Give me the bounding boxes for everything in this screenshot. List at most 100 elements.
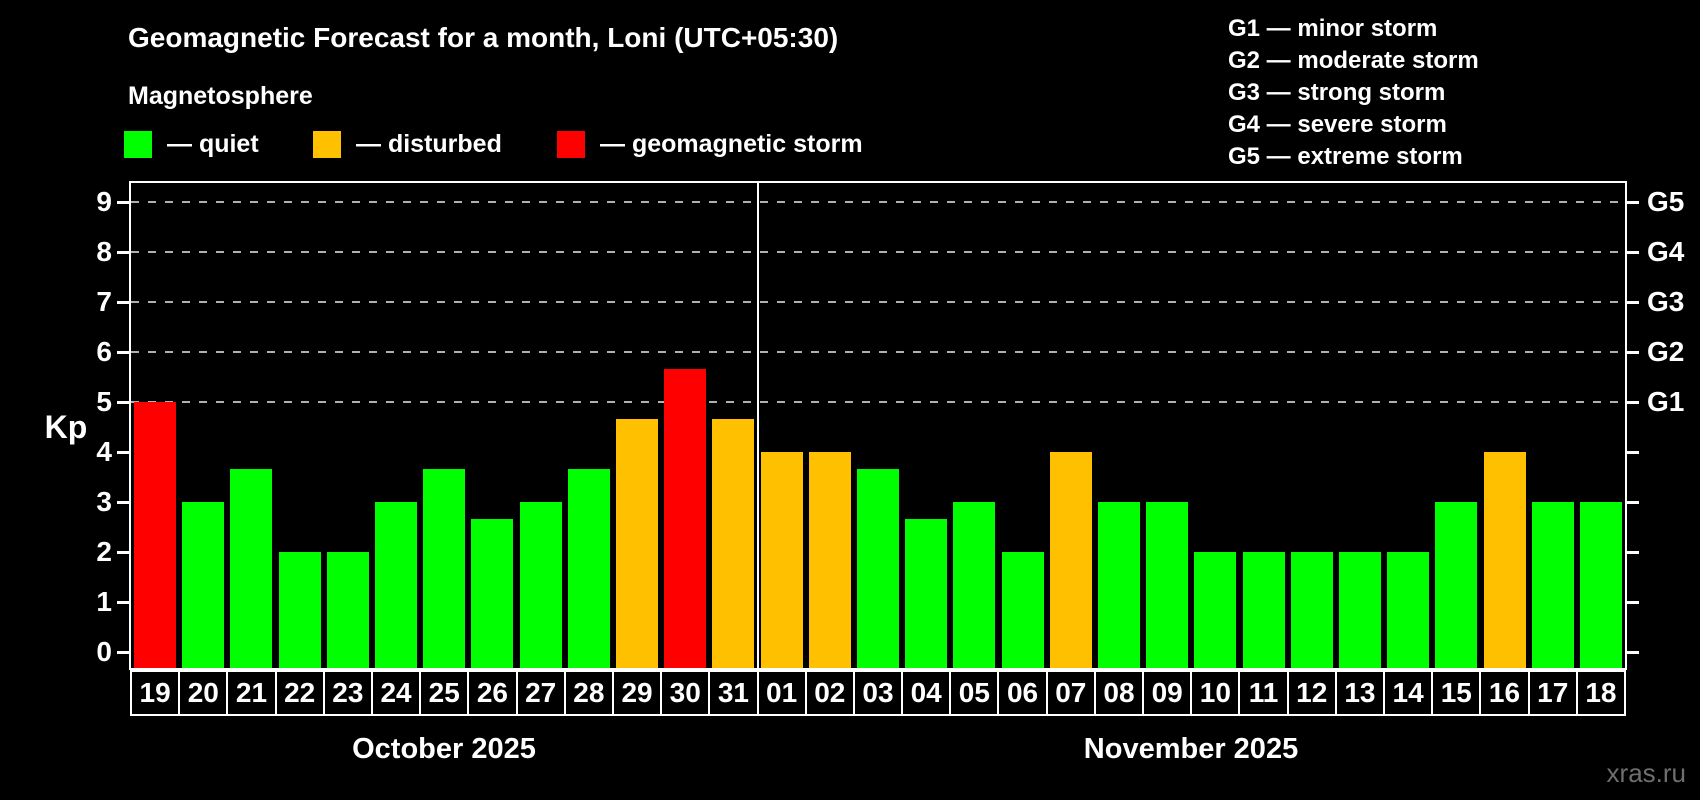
y-tick-right [1625,551,1639,554]
y-axis-label-left: 5 [96,386,112,417]
y-axis-label-left: 0 [96,636,112,667]
kp-bar [567,468,610,668]
gridline-kp9 [131,201,1625,203]
y-axis-label-left: 3 [96,486,112,517]
y-tick-left [117,301,131,304]
y-axis-label-left: 8 [96,236,112,267]
day-label: 27 [515,670,566,716]
y-tick-right [1625,301,1639,304]
day-label: 21 [226,670,277,716]
day-label: 23 [322,670,373,716]
legend-label-storm: — geomagnetic storm [600,129,863,158]
day-label: 09 [1142,670,1193,716]
gridline-kp6 [131,351,1625,353]
y-tick-right [1625,201,1639,204]
kp-bar [1194,552,1237,668]
y-tick-right [1625,501,1639,504]
kp-bar [1579,502,1622,668]
day-label: 19 [130,670,181,716]
kp-bar [1338,552,1381,668]
kp-bar [375,502,418,668]
kp-bar [326,552,369,668]
day-label: 22 [274,670,325,716]
kp-bar [1290,552,1333,668]
legend-label-quiet: — quiet [167,129,259,158]
kp-bar [1242,552,1285,668]
day-label: 13 [1334,670,1386,716]
kp-bar [423,468,466,668]
y-tick-left [117,601,131,604]
kp-bar [278,552,321,668]
y-axis-label-left: 4 [96,436,112,467]
g-scale-legend: G1 — minor storm G2 — moderate storm G3 … [1228,13,1479,173]
y-axis-label-left: 2 [96,536,112,567]
g-legend-item-g4: G4 — severe storm [1228,111,1447,138]
kp-bar [760,452,803,668]
g-axis-label-g2: G2 [1647,336,1685,367]
storm-swatch-icon [557,130,585,158]
legend-item-disturbed: — disturbed [313,129,502,159]
quiet-swatch-icon [124,130,152,158]
kp-bar [1001,552,1044,668]
day-label: 26 [467,670,518,716]
day-label: 11 [1238,670,1289,716]
g-legend-item-g1: G1 — minor storm [1228,15,1438,42]
kp-bar [1531,502,1574,668]
legend-label-disturbed: — disturbed [356,129,502,158]
legend-item-storm: — geomagnetic storm [557,129,863,159]
gridline-kp7 [131,301,1625,303]
day-label: 17 [1527,670,1578,716]
day-label: 04 [901,670,952,716]
y-axis-label-left: 1 [96,586,112,617]
kp-bar [905,518,948,668]
kp-bar [1097,502,1140,668]
day-label: 12 [1286,670,1337,716]
month-label-october: October 2025 [352,733,536,765]
gridline-kp5 [131,401,1625,403]
kp-bar [230,468,273,668]
y-tick-left [117,551,131,554]
kp-bar [1387,552,1430,668]
day-label: 28 [563,670,614,716]
y-tick-right [1625,601,1639,604]
y-tick-left [117,651,131,654]
y-axis-label-left: 6 [96,336,112,367]
y-tick-left [117,351,131,354]
magnetosphere-label: Magnetosphere [128,82,313,110]
day-label: 01 [756,670,807,716]
g-legend-item-g5: G5 — extreme storm [1228,143,1463,170]
kp-bar [134,402,177,668]
y-axis-label-left: 7 [96,286,112,317]
kp-bar [182,502,225,668]
kp-bar [712,418,755,668]
kp-bar [1146,502,1189,668]
y-tick-left [117,201,131,204]
day-label: 20 [178,670,229,716]
kp-bar [519,502,562,668]
g-axis-label-g4: G4 [1647,236,1685,267]
day-label: 24 [370,670,422,716]
g-axis-label-g3: G3 [1647,286,1685,317]
g-axis-label-g5: G5 [1647,186,1685,217]
gridline-kp8 [131,251,1625,253]
disturbed-swatch-icon [313,130,341,158]
day-label: 02 [804,670,855,716]
day-label: 16 [1479,670,1530,716]
day-label: 08 [1093,670,1145,716]
day-label: 30 [660,670,711,716]
day-label: 10 [1190,670,1241,716]
kp-axis-title: Kp [44,409,88,445]
y-tick-left [117,401,131,404]
month-divider [756,183,759,668]
y-axis-label-left: 9 [96,186,112,217]
day-label: 07 [1045,670,1096,716]
kp-bar [1435,502,1478,668]
g-legend-item-g3: G3 — strong storm [1228,79,1446,106]
day-label: 31 [708,670,759,716]
month-label-november: November 2025 [1083,733,1299,765]
day-label: 29 [611,670,663,716]
watermark: xras.ru [1606,758,1686,788]
kp-bar [1049,452,1092,668]
